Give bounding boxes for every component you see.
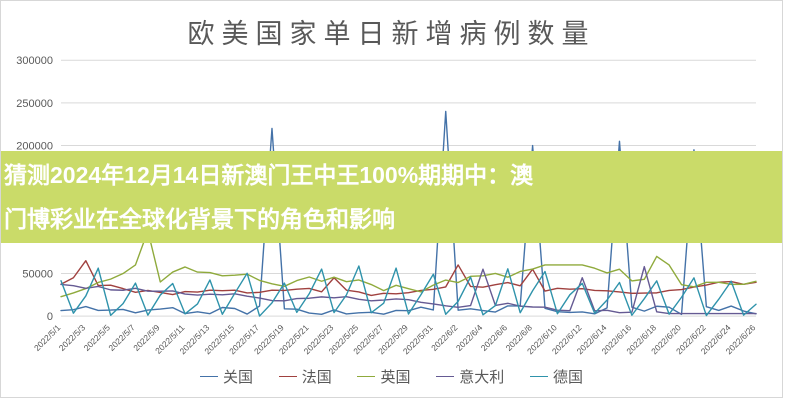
svg-text:300000: 300000	[16, 55, 53, 67]
svg-text:50000: 50000	[22, 268, 53, 280]
svg-text:0: 0	[47, 311, 53, 323]
svg-text:250000: 250000	[16, 98, 53, 110]
